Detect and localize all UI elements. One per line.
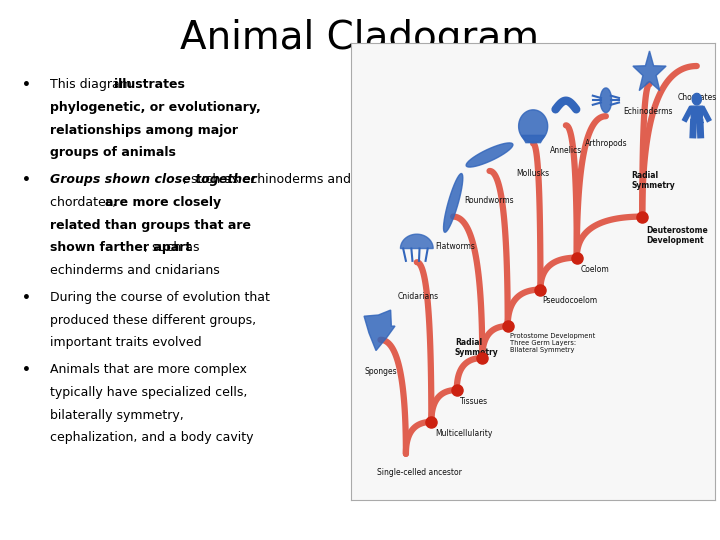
Polygon shape <box>600 88 611 112</box>
Text: During the course of evolution that: During the course of evolution that <box>50 291 270 304</box>
Text: Tissues: Tissues <box>461 397 489 406</box>
Polygon shape <box>690 106 703 122</box>
Text: Chordates: Chordates <box>677 93 716 103</box>
Text: Roundworms: Roundworms <box>464 196 514 205</box>
Text: Radial
Symmetry: Radial Symmetry <box>455 338 499 357</box>
Text: relationships among major: relationships among major <box>50 124 238 137</box>
Text: •: • <box>22 291 30 305</box>
Polygon shape <box>518 110 548 143</box>
Text: Protostome Development
Three Germ Layers:
Bilateral Symmetry: Protostome Development Three Germ Layers… <box>510 333 595 353</box>
Text: are more closely: are more closely <box>104 196 221 209</box>
Text: •: • <box>22 173 30 187</box>
Polygon shape <box>692 93 701 105</box>
Text: phylogenetic, or evolutionary,: phylogenetic, or evolutionary, <box>50 101 261 114</box>
Text: Pseudocoelom: Pseudocoelom <box>542 296 598 306</box>
Text: Echinoderms: Echinoderms <box>623 107 672 116</box>
Text: Animals that are more complex: Animals that are more complex <box>50 363 247 376</box>
Text: bilaterally symmetry,: bilaterally symmetry, <box>50 409 184 422</box>
Text: Coelom: Coelom <box>580 265 609 273</box>
Text: Flatworms: Flatworms <box>435 242 475 251</box>
Polygon shape <box>444 173 463 232</box>
Text: •: • <box>22 363 30 377</box>
Text: Annelics: Annelics <box>550 146 582 155</box>
Text: •: • <box>22 78 30 92</box>
Text: , such as: , such as <box>144 241 199 254</box>
Text: related than groups that are: related than groups that are <box>50 219 251 232</box>
Polygon shape <box>466 143 513 167</box>
Text: Mollusks: Mollusks <box>516 168 550 178</box>
Text: illustrates: illustrates <box>114 78 185 91</box>
Text: , such as echinoderms and: , such as echinoderms and <box>184 173 351 186</box>
Text: Cnidarians: Cnidarians <box>398 292 439 301</box>
Text: echinderms and cnidarians: echinderms and cnidarians <box>50 264 220 277</box>
Text: Multicellularity: Multicellularity <box>435 429 492 438</box>
Text: shown farther apart: shown farther apart <box>50 241 192 254</box>
Text: This diagram: This diagram <box>50 78 136 91</box>
Polygon shape <box>400 234 433 248</box>
Text: Single-celled ancestor: Single-celled ancestor <box>377 468 462 477</box>
Text: typically have specialized cells,: typically have specialized cells, <box>50 386 248 399</box>
Text: chordates,: chordates, <box>50 196 121 209</box>
Polygon shape <box>364 310 395 350</box>
Polygon shape <box>633 51 666 91</box>
Text: cephalization, and a body cavity: cephalization, and a body cavity <box>50 431 254 444</box>
Text: Sponges: Sponges <box>364 367 397 376</box>
Text: important traits evolved: important traits evolved <box>50 336 202 349</box>
Text: Radial
Symmetry: Radial Symmetry <box>631 171 675 191</box>
Text: groups of animals: groups of animals <box>50 146 176 159</box>
Text: produced these different groups,: produced these different groups, <box>50 314 256 327</box>
Text: Arthropods: Arthropods <box>585 139 627 148</box>
Text: Deuterostome
Development: Deuterostome Development <box>646 226 708 245</box>
Text: Animal Cladogram: Animal Cladogram <box>181 19 539 57</box>
Text: Groups shown close together: Groups shown close together <box>50 173 257 186</box>
Polygon shape <box>521 136 545 143</box>
